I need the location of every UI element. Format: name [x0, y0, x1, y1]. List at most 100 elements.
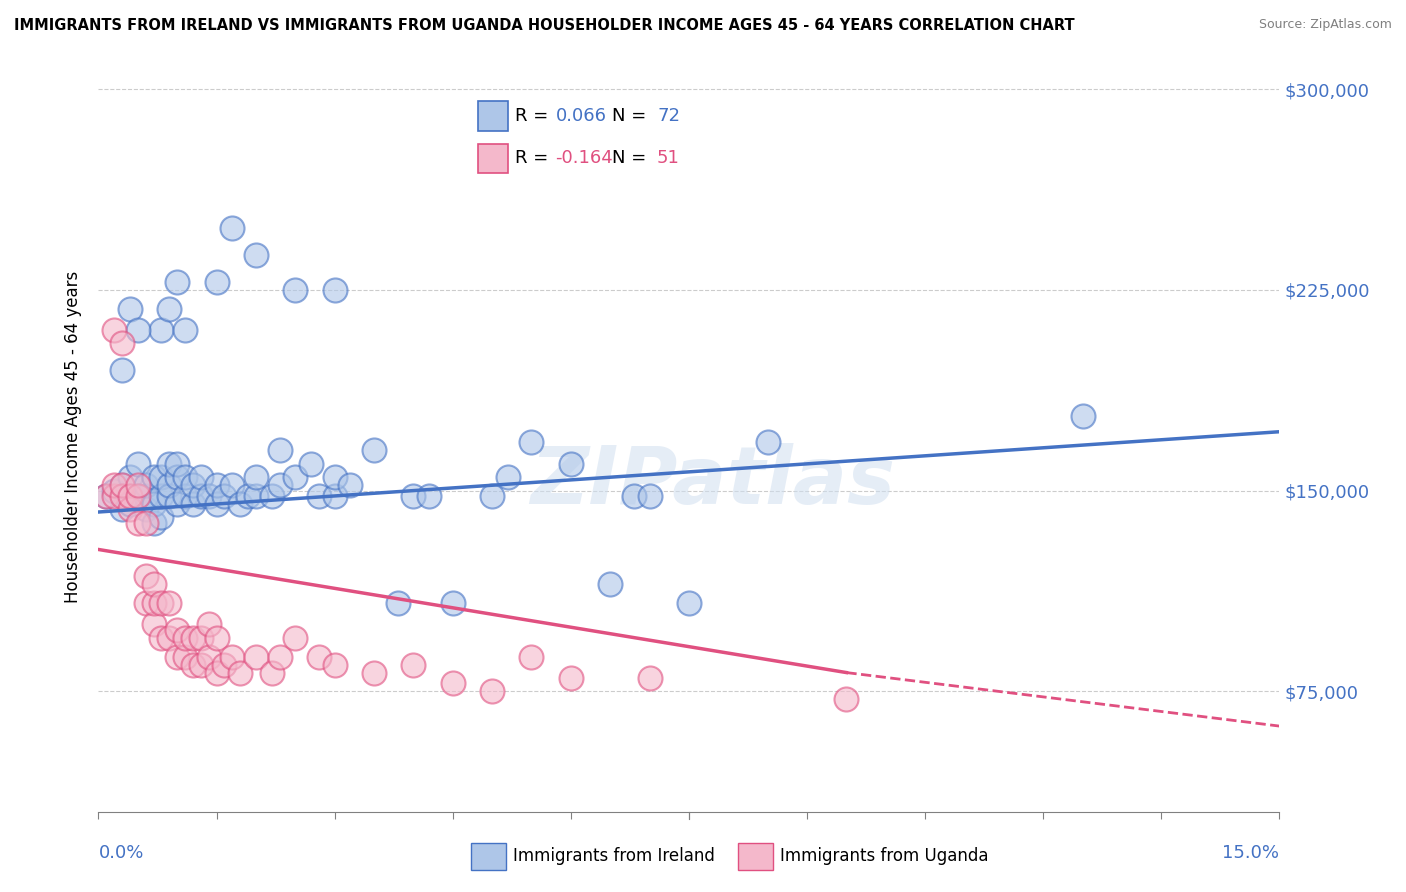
Text: Immigrants from Uganda: Immigrants from Uganda [780, 847, 988, 865]
Y-axis label: Householder Income Ages 45 - 64 years: Householder Income Ages 45 - 64 years [65, 271, 83, 603]
Point [323, 283, 346, 297]
Point [623, 489, 645, 503]
Point [127, 478, 149, 492]
Point [214, 489, 236, 503]
Point [118, 489, 141, 503]
Point [111, 502, 134, 516]
Point [229, 497, 252, 511]
Point [260, 489, 283, 503]
Point [197, 617, 219, 632]
Point [221, 478, 243, 492]
Point [150, 470, 173, 484]
Text: 0.0%: 0.0% [98, 844, 143, 862]
Point [142, 617, 165, 632]
Point [756, 435, 779, 450]
Point [103, 323, 125, 337]
Point [190, 657, 212, 672]
Point [103, 478, 125, 492]
Point [284, 631, 307, 645]
Point [481, 684, 503, 698]
Point [560, 457, 582, 471]
Point [205, 497, 228, 511]
Point [197, 489, 219, 503]
Point [678, 596, 700, 610]
Point [111, 478, 134, 492]
Point [166, 457, 188, 471]
Point [142, 516, 165, 530]
Point [599, 577, 621, 591]
Point [441, 676, 464, 690]
Point [157, 301, 180, 316]
Point [127, 457, 149, 471]
Point [323, 657, 346, 672]
Point [245, 248, 267, 262]
Point [166, 497, 188, 511]
Point [157, 631, 180, 645]
Point [166, 470, 188, 484]
Point [150, 631, 173, 645]
Point [363, 665, 385, 680]
Point [118, 301, 141, 316]
Point [96, 489, 118, 503]
Point [174, 649, 197, 664]
Point [560, 671, 582, 685]
Point [111, 489, 134, 503]
Point [103, 483, 125, 498]
Point [111, 363, 134, 377]
Point [135, 569, 157, 583]
Point [157, 478, 180, 492]
Point [481, 489, 503, 503]
Point [127, 516, 149, 530]
Point [441, 596, 464, 610]
Point [323, 489, 346, 503]
Point [363, 443, 385, 458]
Point [181, 497, 204, 511]
Point [284, 470, 307, 484]
Point [174, 631, 197, 645]
Point [135, 596, 157, 610]
Point [638, 671, 661, 685]
Point [496, 470, 519, 484]
Point [166, 275, 188, 289]
Point [181, 657, 204, 672]
Point [166, 649, 188, 664]
Text: ZIPatlas: ZIPatlas [530, 443, 896, 521]
Point [205, 665, 228, 680]
Point [181, 631, 204, 645]
Point [269, 478, 291, 492]
Point [174, 489, 197, 503]
Point [245, 489, 267, 503]
Point [520, 435, 543, 450]
Point [197, 649, 219, 664]
Point [214, 657, 236, 672]
Point [339, 478, 361, 492]
Point [135, 489, 157, 503]
Point [402, 489, 425, 503]
Point [142, 596, 165, 610]
Point [127, 323, 149, 337]
Point [229, 665, 252, 680]
Point [520, 649, 543, 664]
Point [190, 470, 212, 484]
Point [111, 478, 134, 492]
Point [150, 323, 173, 337]
Point [638, 489, 661, 503]
Point [323, 470, 346, 484]
Point [142, 470, 165, 484]
Point [118, 502, 141, 516]
Point [260, 665, 283, 680]
Point [221, 221, 243, 235]
Point [284, 283, 307, 297]
Text: IMMIGRANTS FROM IRELAND VS IMMIGRANTS FROM UGANDA HOUSEHOLDER INCOME AGES 45 - 6: IMMIGRANTS FROM IRELAND VS IMMIGRANTS FR… [14, 18, 1074, 33]
Text: 15.0%: 15.0% [1222, 844, 1279, 862]
Point [1071, 409, 1094, 423]
Point [127, 489, 149, 503]
Point [205, 478, 228, 492]
Point [174, 323, 197, 337]
Point [118, 470, 141, 484]
Point [127, 489, 149, 503]
Point [205, 275, 228, 289]
Point [103, 489, 125, 503]
Point [166, 623, 188, 637]
Point [157, 489, 180, 503]
